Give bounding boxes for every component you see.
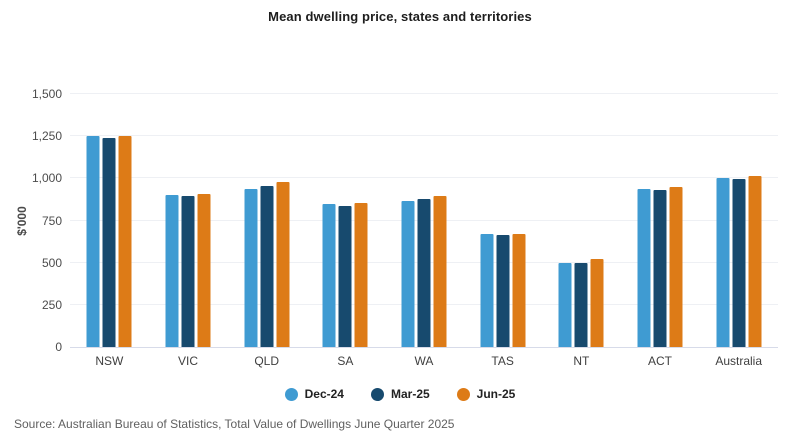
- bar-qld-dec-24: [244, 189, 258, 347]
- bar-vic-dec-24: [165, 195, 179, 347]
- y-tick-label: 1,500: [31, 87, 62, 101]
- bar-wa-dec-24: [401, 201, 415, 347]
- source-note: Source: Australian Bureau of Statistics,…: [14, 417, 455, 431]
- legend-swatch-icon: [284, 387, 298, 401]
- bar-qld-mar-25: [260, 185, 274, 347]
- bar-nsw-dec-24: [86, 135, 100, 347]
- plot-area: [70, 93, 778, 348]
- bar-australia-jun-25: [748, 176, 762, 347]
- bar-wa-mar-25: [417, 199, 431, 347]
- bar-group-nsw: [86, 135, 132, 347]
- bar-act-dec-24: [637, 188, 651, 347]
- bar-nt-mar-25: [574, 262, 588, 347]
- bar-nt-jun-25: [590, 259, 604, 347]
- x-axis-label-wa: WA: [414, 354, 434, 368]
- y-axis-ticks: 0 250 500 750 1,000 1,250 1,500: [0, 87, 62, 354]
- legend-swatch-icon: [370, 387, 384, 401]
- y-tick-label: 1,250: [31, 129, 62, 144]
- gridline-1250: [70, 135, 778, 137]
- legend-item-dec-24[interactable]: Dec-24: [284, 387, 344, 401]
- x-axis-label-sa: SA: [337, 354, 354, 368]
- legend-item-jun-25[interactable]: Jun-25: [456, 387, 516, 401]
- x-axis-label-nt: NT: [573, 354, 590, 368]
- bar-act-mar-25: [653, 189, 667, 347]
- bar-sa-mar-25: [338, 205, 352, 347]
- bar-vic-jun-25: [197, 193, 211, 347]
- bar-tas-jun-25: [512, 234, 526, 347]
- x-axis-label-tas: TAS: [491, 354, 514, 368]
- bar-vic-mar-25: [181, 196, 195, 347]
- bar-act-jun-25: [669, 187, 683, 347]
- bar-nsw-mar-25: [102, 137, 116, 347]
- legend: Dec-24 Mar-25 Jun-25: [0, 387, 800, 401]
- bar-group-tas: [480, 234, 526, 347]
- bar-group-qld: [244, 182, 290, 347]
- y-tick-label: 0: [55, 340, 62, 354]
- bar-australia-mar-25: [732, 179, 746, 347]
- x-axis-line: [70, 347, 778, 348]
- x-axis-label-act: ACT: [648, 354, 672, 368]
- y-tick-label: 750: [41, 213, 62, 228]
- x-axis-label-vic: VIC: [177, 354, 199, 368]
- y-tick-label: 500: [41, 255, 62, 270]
- bar-qld-jun-25: [276, 182, 290, 347]
- bar-wa-jun-25: [433, 196, 447, 347]
- bar-nsw-jun-25: [118, 135, 132, 347]
- bar-tas-dec-24: [480, 234, 494, 347]
- bar-group-wa: [401, 196, 447, 347]
- bar-group-nt: [558, 259, 604, 347]
- legend-swatch-icon: [456, 387, 470, 401]
- gridline-1000: [70, 177, 778, 179]
- bar-sa-dec-24: [322, 204, 336, 347]
- x-axis-label-australia: Australia: [715, 354, 762, 368]
- legend-item-mar-25[interactable]: Mar-25: [370, 387, 430, 401]
- bar-group-sa: [322, 203, 368, 347]
- bar-australia-dec-24: [716, 178, 730, 347]
- bar-tas-mar-25: [496, 234, 510, 347]
- legend-label: Jun-25: [476, 387, 516, 401]
- bar-group-vic: [165, 193, 211, 347]
- legend-label: Dec-24: [304, 387, 344, 401]
- chart-title: Mean dwelling price, states and territor…: [268, 9, 532, 24]
- x-axis-labels: NSW VIC QLD SA WA TAS NT ACT Australia: [70, 354, 778, 370]
- bar-nt-dec-24: [558, 263, 572, 347]
- bar-group-australia: [716, 176, 762, 347]
- legend-label: Mar-25: [390, 387, 430, 401]
- gridline-1500: [70, 93, 778, 94]
- bar-sa-jun-25: [354, 203, 368, 347]
- bar-group-act: [637, 187, 683, 347]
- y-tick-label: 250: [41, 297, 62, 312]
- x-axis-label-qld: QLD: [254, 354, 279, 368]
- y-tick-label: 1,000: [31, 171, 62, 186]
- x-axis-label-nsw: NSW: [95, 354, 124, 368]
